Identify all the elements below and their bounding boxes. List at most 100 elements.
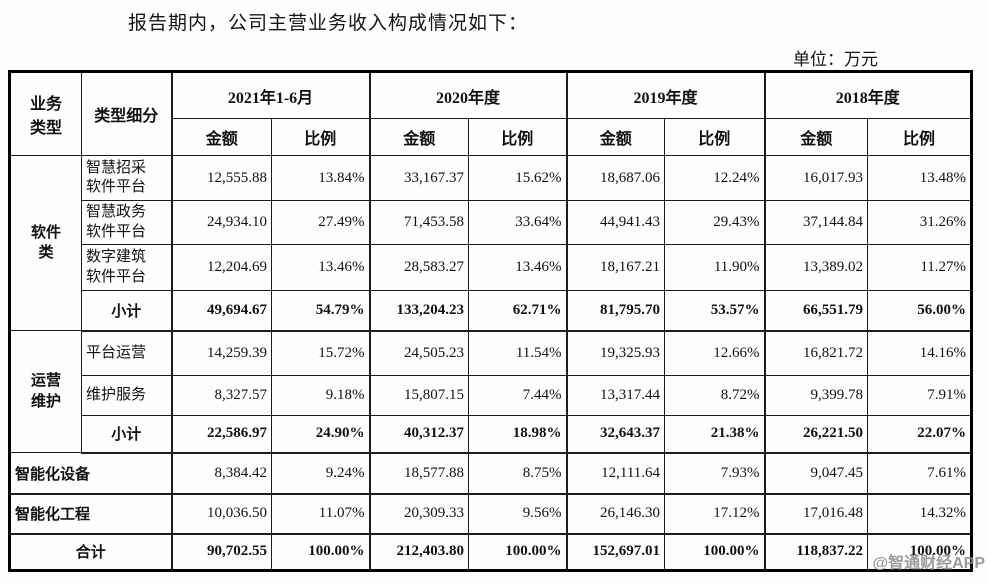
- ratio-cell: 7.91%: [867, 375, 973, 416]
- amount-cell: 19,325.93: [565, 330, 666, 376]
- ratio-cell: 21.38%: [664, 415, 766, 454]
- amount-cell: 66,551.79: [763, 290, 869, 332]
- amount-cell: 8,384.42: [170, 452, 272, 495]
- ratio-cell: 13.46%: [271, 244, 370, 291]
- watermark-zhitong-finance: @智通财经APP: [872, 555, 985, 572]
- amount-cell: 133,204.23: [368, 290, 469, 332]
- header-row-periods: 业务 类型 类型细分 2021年1-6月 2020年度 2019年度 2018年…: [9, 71, 973, 156]
- amount-cell: 32,643.37: [565, 415, 666, 454]
- amount-cell: 20,309.33: [368, 493, 469, 535]
- row-label: 平台运营: [81, 330, 172, 376]
- amount-cell: 118,837.22: [763, 533, 869, 571]
- group-label-operation-maintenance: 运营 维护: [9, 330, 82, 453]
- ratio-cell: 33.64%: [467, 200, 568, 245]
- row-label: 维护服务: [81, 375, 172, 416]
- row-label: 智慧政务 软件平台: [81, 200, 172, 245]
- ratio-cell: 11.07%: [271, 493, 370, 535]
- ratio-cell: 100.00%: [664, 533, 766, 571]
- ratio-cell: 8.72%: [664, 375, 766, 416]
- page-title: 报告期内，公司主营业务收入构成情况如下：: [128, 13, 529, 34]
- ratio-cell: 9.18%: [271, 375, 370, 416]
- table-row-intelligent-engineering: 智能化工程 10,036.50 11.07% 20,309.33 9.56% 2…: [9, 493, 973, 535]
- ratio-cell: 7.44%: [467, 375, 568, 416]
- ratio-cell: 18.98%: [467, 415, 568, 454]
- ratio-cell: 24.90%: [271, 415, 370, 454]
- ratio-cell: 13.46%: [467, 244, 568, 291]
- header-amount: 金额: [565, 118, 666, 156]
- header-ratio: 比例: [867, 118, 973, 156]
- amount-cell: 26,221.50: [763, 415, 869, 454]
- header-period-2019: 2019年度: [565, 71, 766, 119]
- revenue-composition-table: 业务 类型 类型细分 2021年1-6月 2020年度 2019年度 2018年…: [8, 70, 974, 572]
- ratio-cell: 56.00%: [867, 290, 973, 332]
- header-period-2018: 2018年度: [763, 71, 973, 119]
- row-label: 数字建筑 软件平台: [81, 244, 172, 291]
- amount-cell: 24,505.23: [368, 330, 469, 376]
- ratio-cell: 62.71%: [467, 290, 568, 332]
- ratio-cell: 12.66%: [664, 330, 766, 376]
- ratio-cell: 100.00%: [271, 533, 370, 571]
- header-amount: 金额: [170, 118, 272, 156]
- header-business-type: 业务 类型: [9, 71, 82, 156]
- table-row-smart-procurement: 软件 类 智慧招采 软件平台 12,555.88 13.84% 33,167.3…: [9, 155, 973, 331]
- amount-cell: 13,317.44: [565, 375, 666, 416]
- amount-cell: 152,697.01: [565, 533, 666, 571]
- table-row-smart-government: 智慧政务 软件平台 24,934.10 27.49% 71,453.58 33.…: [10, 200, 973, 245]
- amount-cell: 81,795.70: [565, 290, 666, 332]
- ratio-cell: 9.56%: [467, 493, 568, 535]
- table-row-total: 合计 90,702.55 100.00% 212,403.80 100.00% …: [9, 533, 973, 571]
- amount-cell: 16,821.72: [763, 330, 869, 376]
- row-label: 智慧招采 软件平台: [81, 155, 172, 201]
- ratio-cell: 13.84%: [271, 155, 370, 201]
- ratio-cell: 14.16%: [867, 330, 973, 376]
- unit-label: 单位：万元: [793, 50, 878, 69]
- ratio-cell: 13.48%: [867, 155, 973, 201]
- amount-cell: 14,259.39: [170, 330, 272, 376]
- subtotal-label: 小计: [81, 290, 172, 332]
- ratio-cell: 27.49%: [271, 200, 370, 245]
- header-subdivision: 类型细分: [81, 71, 172, 156]
- row-label-intelligent-equipment: 智能化设备: [9, 452, 172, 495]
- ratio-cell: 8.75%: [467, 452, 568, 495]
- total-label: 合计: [9, 533, 172, 571]
- amount-cell: 33,167.37: [368, 155, 469, 201]
- amount-cell: 40,312.37: [368, 415, 469, 454]
- amount-cell: 44,941.43: [565, 200, 666, 245]
- ratio-cell: 12.24%: [664, 155, 766, 201]
- table-row-digital-construction: 数字建筑 软件平台 12,204.69 13.46% 28,583.27 13.…: [10, 244, 973, 291]
- table-row-software-subtotal: 小计 49,694.67 54.79% 133,204.23 62.71% 81…: [10, 290, 973, 332]
- table-row-operation-subtotal: 小计 22,586.97 24.90% 40,312.37 18.98% 32,…: [10, 415, 973, 454]
- amount-cell: 12,204.69: [170, 244, 272, 291]
- amount-cell: 16,017.93: [763, 155, 869, 201]
- amount-cell: 90,702.55: [170, 533, 272, 571]
- ratio-cell: 53.57%: [664, 290, 766, 332]
- ratio-cell: 15.62%: [467, 155, 568, 201]
- table-row-maintenance-service: 维护服务 8,327.57 9.18% 15,807.15 7.44% 13,3…: [10, 375, 973, 416]
- amount-cell: 13,389.02: [763, 244, 869, 291]
- amount-cell: 71,453.58: [368, 200, 469, 245]
- amount-cell: 15,807.15: [368, 375, 469, 416]
- amount-cell: 37,144.84: [763, 200, 869, 245]
- table-row-platform-operation: 运营 维护 平台运营 14,259.39 15.72% 24,505.23 11…: [9, 330, 973, 453]
- ratio-cell: 29.43%: [664, 200, 766, 245]
- ratio-cell: 22.07%: [867, 415, 973, 454]
- ratio-cell: 9.24%: [271, 452, 370, 495]
- group-label-software: 软件 类: [9, 155, 82, 331]
- amount-cell: 212,403.80: [368, 533, 469, 571]
- amount-cell: 18,577.88: [368, 452, 469, 495]
- ratio-cell: 100.00%: [467, 533, 568, 571]
- amount-cell: 12,555.88: [170, 155, 272, 201]
- subtotal-label: 小计: [81, 415, 172, 454]
- ratio-cell: 14.32%: [867, 493, 973, 535]
- amount-cell: 10,036.50: [170, 493, 272, 535]
- amount-cell: 9,047.45: [763, 452, 869, 495]
- ratio-cell: 31.26%: [867, 200, 973, 245]
- ratio-cell: 100.00%: [867, 533, 973, 571]
- amount-cell: 9,399.78: [763, 375, 869, 416]
- header-ratio: 比例: [664, 118, 766, 156]
- amount-cell: 12,111.64: [565, 452, 666, 495]
- amount-cell: 18,167.21: [565, 244, 666, 291]
- row-label-intelligent-engineering: 智能化工程: [9, 493, 172, 535]
- amount-cell: 8,327.57: [170, 375, 272, 416]
- header-period-2020: 2020年度: [368, 71, 568, 119]
